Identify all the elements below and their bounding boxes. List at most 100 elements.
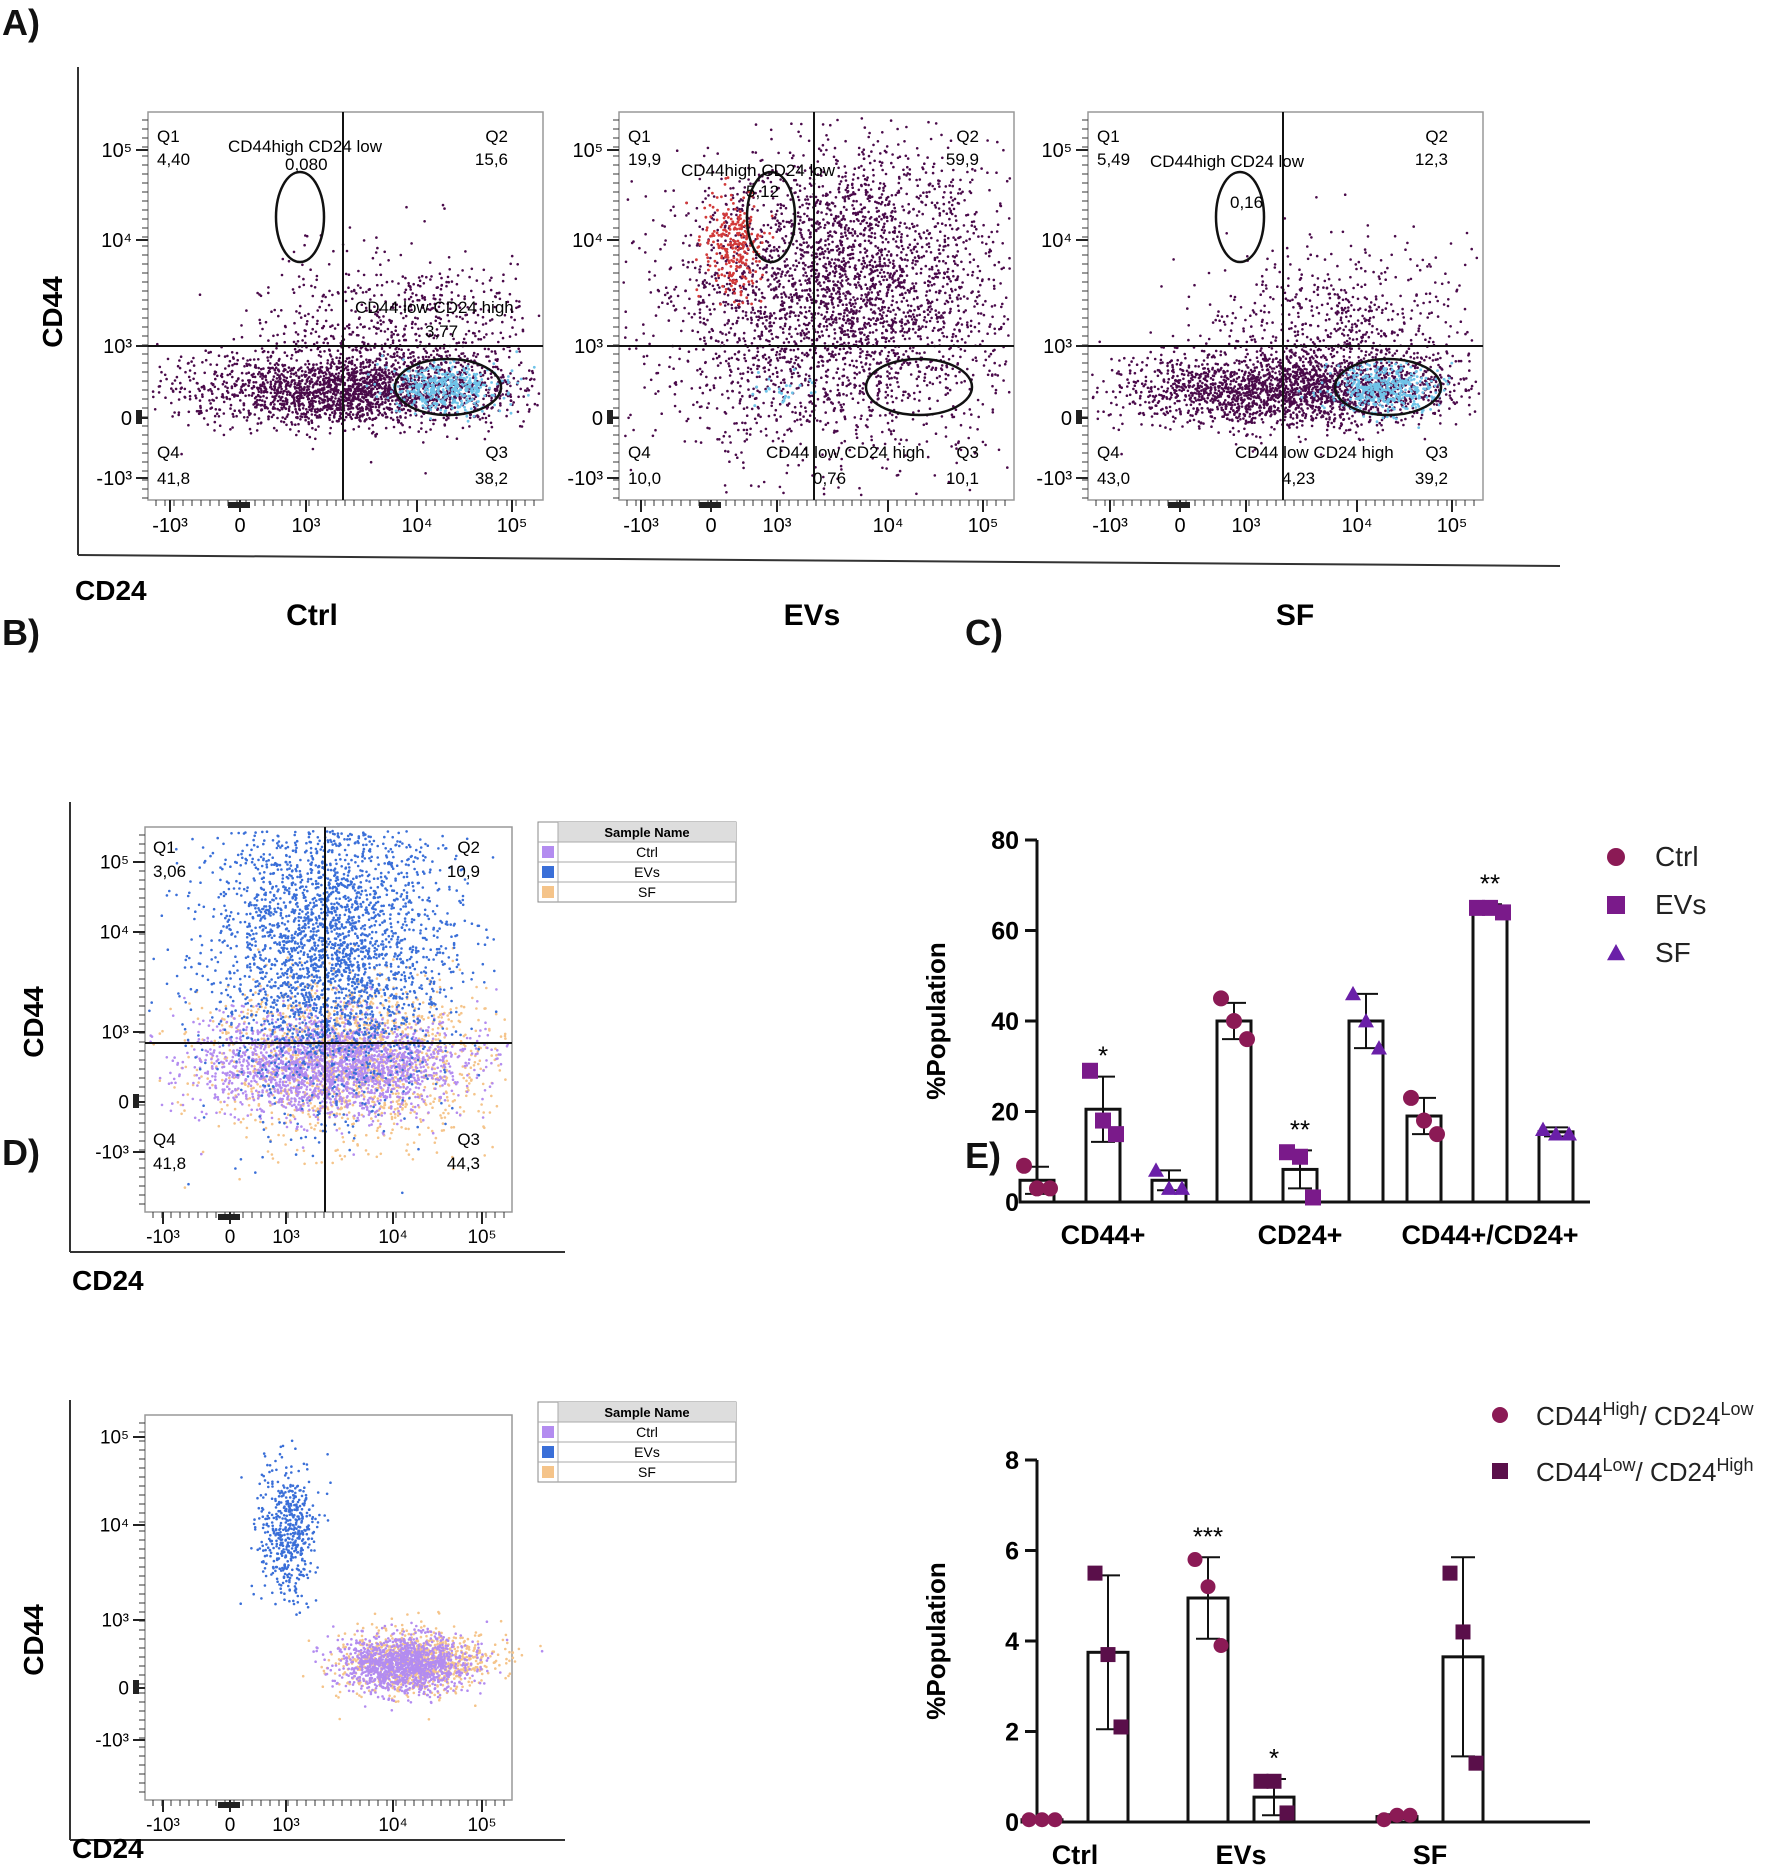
panel-a-gate-high: [745, 170, 797, 264]
panel-a-gate-low-label: CD44 low CD24 high: [766, 443, 925, 462]
sf-upper-population: [1128, 193, 1479, 453]
panelE-data-point: [1087, 1565, 1103, 1581]
panel-d-y-tick-label: 10⁴: [100, 1516, 129, 1537]
panel-a-sf-y-tick-label: 0: [1061, 408, 1072, 430]
panel-d-legend-item-ctrl: Ctrl: [636, 1424, 658, 1440]
panel-a-q3-value: 39,2: [1415, 469, 1448, 488]
panelE-category-label: Ctrl: [1052, 1840, 1099, 1866]
panel-label-a: A): [2, 2, 40, 44]
panel-b-y-label: CD44: [18, 986, 49, 1058]
panel-a-sf-x-tick-label: 10⁴: [1342, 515, 1373, 537]
panelE-data-point: [1213, 1638, 1229, 1654]
panel-a-plot-ctrl: -10³ 0 10³ 10⁴ 10⁵ 10⁵ 10⁴ 10³ 0 -10³ Q1 4,40 Q2 15,6…: [96, 111, 544, 537]
panel-c-legend-marker-evs: [1607, 896, 1625, 914]
panelE-significance: ***: [1193, 1521, 1223, 1551]
panel-a-evs-origin-mark-y: [607, 410, 613, 424]
panel-a-q2-label: Q2: [485, 127, 508, 146]
panel-b-legend-item-evs: EVs: [634, 864, 660, 880]
panel-a-q1-value: 5,49: [1097, 150, 1130, 169]
panel-e-legend-marker-high-low: [1492, 1407, 1508, 1423]
panelE-data-point: [1389, 1807, 1405, 1823]
panelE-data-point: [1266, 1773, 1282, 1789]
panelC-data-point: [1108, 1126, 1124, 1143]
panel-a-ctrl-y-tick-label: 10³: [103, 336, 132, 358]
panel-b-q1-value: 3,06: [153, 862, 186, 881]
panelE-category-label: EVs: [1215, 1840, 1266, 1866]
panel-b-legend-header: Sample Name: [604, 825, 689, 840]
panelC-data-point: [1095, 1112, 1111, 1129]
panel-a-gate-high-value: 0,080: [285, 155, 328, 174]
panelE-y-tick-label: 2: [1005, 1719, 1019, 1747]
panel-b-ctrl-population: [149, 985, 510, 1156]
panel-a-sample-title-ctrl: Ctrl: [286, 599, 338, 632]
panel-a-q3-label: Q3: [485, 443, 508, 462]
panel-a-q4-value: 10,0: [628, 469, 661, 488]
panelE-data-point: [1021, 1812, 1037, 1828]
panelC-data-point: [1148, 1162, 1164, 1177]
panel-a-sf-x-tick-label: 10³: [1232, 515, 1261, 537]
panel-a-sf-x-tick-label: 0: [1174, 515, 1185, 537]
panel-a-sf-y-tick-label: 10⁵: [1041, 140, 1072, 162]
evs-upper-population: [648, 117, 1011, 443]
panel-b-y-tick-label: -10³: [95, 1143, 129, 1164]
panel-d-legend: Sample Name Ctrl EVs SF: [537, 1401, 737, 1483]
panel-a-gate-low: [1333, 357, 1443, 417]
panel-a-q1-value: 4,40: [157, 150, 190, 169]
panel-d-x-tick-label: 10⁵: [467, 1815, 496, 1836]
panel-b-y-tick-label: 10³: [102, 1023, 129, 1044]
panel-a-ctrl-x-tick-label: -10³: [152, 515, 188, 537]
panelC-bar: [1471, 906, 1509, 1204]
sf-main-population: [1091, 332, 1481, 456]
panel-d-y-tick-label: -10³: [95, 1731, 129, 1752]
panel-a-gate-low: [393, 357, 503, 417]
panelC-data-point: [1561, 1126, 1577, 1141]
panelC-data-point: [1535, 1121, 1551, 1136]
panel-a-evs-x-tick-label: 10⁵: [968, 515, 999, 537]
panel-a-sf-origin-mark-x: [1168, 502, 1190, 508]
panelC-category-label: CD44+: [1061, 1220, 1146, 1250]
panel-c-legend-marker-sf: [1607, 944, 1625, 961]
panel-a-ctrl-x-tick-label: 10³: [292, 515, 321, 537]
panelE-data-point: [1200, 1579, 1216, 1595]
panelC-data-point: [1213, 990, 1229, 1007]
panelC-data-point: [1371, 1040, 1387, 1055]
panel-d-frame: [144, 1414, 513, 1801]
panelC-data-point: [1403, 1089, 1419, 1106]
panel-d-x-tick-label: 10³: [272, 1815, 299, 1836]
panel-d-evs-population: [239, 1439, 332, 1616]
evs-gate-low-events: [751, 368, 817, 408]
panelC-data-point: [1305, 1189, 1321, 1206]
panel-d-legend-item-sf: SF: [638, 1464, 656, 1480]
panel-b-evs-population: [148, 829, 498, 1195]
panel-e-legend-label-high-low: CD44High/ CD24Low: [1536, 1399, 1754, 1431]
panel-b-q4-value: 41,8: [153, 1154, 186, 1173]
panel-a-evs-x-tick-label: 10³: [763, 515, 792, 537]
panelC-y-tick-label: 20: [991, 1099, 1019, 1127]
panel-d-y-tick-label: 0: [118, 1679, 129, 1700]
panel-b-y-tick-label: 0: [118, 1093, 129, 1114]
panel-b-frame: [144, 826, 513, 1213]
panel-a-q2-label: Q2: [956, 127, 979, 146]
panel-a-gate-high-label: CD44high CD24 low: [228, 137, 383, 156]
panelC-data-point: [1161, 1180, 1177, 1195]
panel-a-q2-value: 15,6: [475, 150, 508, 169]
panel-d-x-tick-label: 0: [225, 1815, 236, 1836]
panel-a-sf-x-tick-label: 10⁵: [1437, 515, 1468, 537]
panel-e-legend-label-low-high: CD44Low/ CD24High: [1536, 1455, 1753, 1487]
panel-a-q3-value: 38,2: [475, 469, 508, 488]
panelC-significance: **: [1290, 1114, 1310, 1144]
panelC-data-point: [1016, 1157, 1032, 1174]
panel-a-sf-y-tick-label: 10³: [1043, 336, 1072, 358]
panel-b-origin-mark-x: [218, 1214, 240, 1220]
panel-b-legend-swatch-ctrl: [542, 846, 554, 858]
panel-a-plot-evs: -10³ 0 10³ 10⁴ 10⁵ 10⁵ 10⁴ 10³ 0 -10³ Q1 19,9 Q2 59,9…: [567, 111, 1015, 537]
panelC-data-point: [1239, 1031, 1255, 1048]
panel-b-y-tick-label: 10⁵: [100, 853, 129, 874]
panel-a-evs-y-tick-label: 10⁵: [572, 140, 603, 162]
panel-a-gate-high: [274, 170, 326, 264]
panel-a-q3-label: Q3: [1425, 443, 1448, 462]
panel-a-sf-y-tick-label: 10⁴: [1041, 230, 1072, 252]
panelE-data-point: [1455, 1624, 1471, 1640]
